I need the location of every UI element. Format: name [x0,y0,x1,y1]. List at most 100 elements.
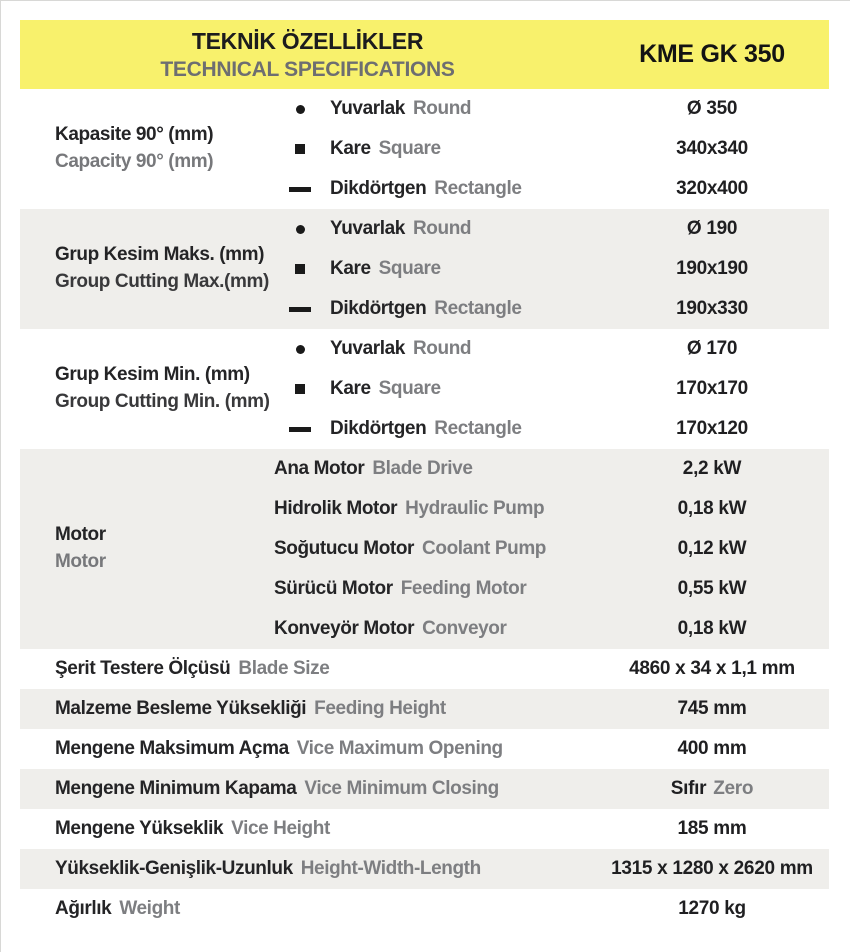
spec-value: 0,18 kW [677,618,747,639]
spec-value: 340x340 [676,138,748,159]
table-title-turkish: TEKNİK ÖZELLİKLER [191,27,424,54]
section-label: Kapasite 90° (mm) Capacity 90° (mm) [20,89,270,209]
section-label-turkish: Grup Kesim Min. (mm) [55,364,250,386]
dash-shape [289,306,311,312]
row-label-english: Round [412,338,472,359]
row-label-english: Vice Maximum Opening [296,738,503,759]
spec-value-main: 1270 kg [678,898,746,919]
spec-value: 2,2 kW [682,458,742,479]
table-row: Yuvarlak Round Ø 350 [270,89,829,129]
table-row: Mengene Minimum Kapama Vice Minimum Closi… [20,769,829,809]
spec-value: 0,55 kW [677,578,747,599]
table-row: Yuvarlak Round Ø 190 [270,209,829,249]
table-row: Hidrolik Motor Hydraulic Pump 0,18 kW [270,489,829,529]
row-label-english: Square [378,258,441,279]
spec-value-main: 400 mm [677,738,747,759]
section-label: Motor Motor [20,449,270,649]
table-row: Ağırlık Weight 1270 kg [20,889,829,929]
row-label-turkish: Dikdörtgen [330,178,427,199]
row-label-turkish: Şerit Testere Ölçüsü [55,658,231,679]
row-label-english: Coolant Pump [422,538,547,559]
row-label-english: Square [378,138,441,159]
circle-bullet-icon [270,104,330,114]
spec-value: 170x170 [676,378,748,399]
row-label-turkish: Kare [330,378,371,399]
spec-value-main: 1315 x 1280 x 2620 mm [611,858,813,879]
row-label-turkish: Malzeme Besleme Yüksekliği [55,698,307,719]
table-row: Soğutucu Motor Coolant Pump 0,12 kW [270,529,829,569]
row-label-english: Blade Size [238,658,330,679]
square-bullet-icon [270,264,330,274]
spec-value-main: 185 mm [677,818,747,839]
row-label-turkish: Kare [330,258,371,279]
circle-shape [295,344,305,354]
square-shape [295,384,305,394]
table-row: Sürücü Motor Feeding Motor 0,55 kW [270,569,829,609]
table-row: Konveyör Motor Conveyor 0,18 kW [270,609,829,649]
simple-rows-container: Şerit Testere Ölçüsü Blade Size 4860 x 34 … [20,649,829,929]
row-label: Ağırlık Weight [20,898,595,920]
model-name: KME GK 350 [639,40,785,68]
spec-value: 1315 x 1280 x 2620 mm [595,858,829,880]
row-label-english: Height-Width-Length [300,858,481,879]
section-label-english: Group Cutting Max.(mm) [55,271,269,292]
square-shape [295,144,305,154]
table-row: Mengene Maksimum Açma Vice Maximum Openin… [20,729,829,769]
table-row: Dikdörtgen Rectangle 170x120 [270,409,829,449]
spec-value-english: Zero [713,778,754,799]
row-label-english: Round [412,98,472,119]
table-row: Yükseklik-Genişlik-Uzunluk Height-Width-L… [20,849,829,889]
section-label-turkish: Grup Kesim Maks. (mm) [55,244,265,266]
circle-bullet-icon [270,344,330,354]
row-label: Mengene Yükseklik Vice Height [20,818,595,840]
section-label-turkish: Kapasite 90° (mm) [55,124,214,146]
square-bullet-icon [270,384,330,394]
row-label-turkish: Yuvarlak [330,338,405,359]
spec-value: 400 mm [595,738,829,760]
row-label-turkish: Yükseklik-Genişlik-Uzunluk [55,858,293,879]
sections-container: Kapasite 90° (mm) Capacity 90° (mm) Yuvarl… [20,89,829,649]
dash-bullet-icon [270,426,330,432]
section-label-english: Motor [55,551,106,572]
dash-bullet-icon [270,306,330,312]
table-row: Ana Motor Blade Drive 2,2 kW [270,449,829,489]
row-label-english: Round [412,218,472,239]
table-row: Yuvarlak Round Ø 170 [270,329,829,369]
row-label-english: Conveyor [422,618,507,639]
row-label-turkish: Mengene Yükseklik [55,818,224,839]
table-row: Kare Square 170x170 [270,369,829,409]
spec-table: TEKNİK ÖZELLİKLER TECHNICAL SPECIFICATIO… [20,20,829,929]
section-label-turkish: Motor [55,524,106,546]
row-label-english: Rectangle [434,178,522,199]
table-row: Malzeme Besleme Yüksekliği Feeding Height… [20,689,829,729]
spec-value: 0,12 kW [677,538,747,559]
section-label: Grup Kesim Maks. (mm) Group Cutting Max.(… [20,209,270,329]
spec-section: Kapasite 90° (mm) Capacity 90° (mm) Yuvarl… [20,89,829,209]
row-label-english: Rectangle [434,418,522,439]
table-header: TEKNİK ÖZELLİKLER TECHNICAL SPECIFICATIO… [20,20,829,89]
spec-value: 745 mm [595,698,829,720]
page-left-edge-line [0,0,1,952]
table-row: Dikdörtgen Rectangle 190x330 [270,289,829,329]
spec-value: Ø 190 [686,218,738,239]
table-title-block: TEKNİK ÖZELLİKLER TECHNICAL SPECIFICATIO… [20,20,595,89]
spec-value: 170x120 [676,418,748,439]
row-label-turkish: Sürücü Motor [274,578,393,599]
row-label-turkish: Dikdörtgen [330,298,427,319]
row-label-turkish: Konveyör Motor [274,618,415,639]
row-label: Şerit Testere Ölçüsü Blade Size [20,658,595,680]
row-label-turkish: Kare [330,138,371,159]
spec-value: 190x190 [676,258,748,279]
spec-section: Motor Motor Ana Motor Blade Drive 2,2 kW Hidr… [20,449,829,649]
section-label-english: Group Cutting Min. (mm) [55,391,270,412]
spec-value: 1270 kg [595,898,829,920]
row-label: Mengene Minimum Kapama Vice Minimum Closi… [20,778,595,800]
row-label-turkish: Ağırlık [55,898,112,919]
table-title-english: TECHNICAL SPECIFICATIONS [160,57,455,81]
spec-value: 0,18 kW [677,498,747,519]
square-shape [295,264,305,274]
spec-value: 185 mm [595,818,829,840]
row-label-turkish: Ana Motor [274,458,365,479]
spec-value-main: Sıfır [670,778,707,799]
row-label-turkish: Yuvarlak [330,98,405,119]
